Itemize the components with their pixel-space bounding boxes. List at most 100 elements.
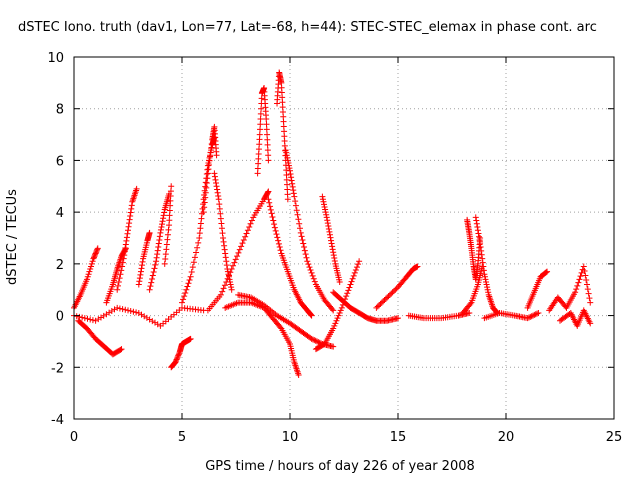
data-point (525, 314, 532, 321)
data-point (272, 227, 279, 234)
data-point (289, 183, 296, 190)
data-point (286, 165, 293, 172)
data-point (146, 229, 153, 236)
data-point (389, 289, 396, 296)
data-point (197, 220, 204, 227)
data-point (135, 281, 142, 288)
data-point (377, 300, 384, 307)
x-tick-label: 25 (606, 430, 623, 445)
data-point (265, 152, 272, 159)
data-point (115, 278, 122, 285)
data-point (87, 316, 94, 323)
data-point (212, 176, 219, 183)
series-arc-07 (161, 183, 175, 267)
data-point (154, 251, 161, 258)
data-point (528, 313, 535, 320)
data-point (118, 346, 125, 353)
data-point (93, 247, 100, 254)
data-point (194, 244, 201, 251)
data-point (271, 224, 278, 231)
data-point (474, 224, 481, 231)
data-point (122, 245, 129, 252)
data-point (153, 254, 160, 261)
data-point (322, 209, 329, 216)
data-point (311, 337, 318, 344)
data-point (148, 279, 155, 286)
data-point (84, 315, 91, 322)
data-point (319, 193, 326, 200)
data-point (160, 212, 167, 219)
data-point (329, 243, 336, 250)
data-point (76, 313, 83, 320)
data-point (334, 315, 341, 322)
data-point (483, 281, 490, 288)
data-point (83, 276, 90, 283)
data-point (284, 154, 291, 161)
data-point (307, 311, 314, 318)
data-point (216, 201, 223, 208)
series-arc-01 (71, 245, 101, 311)
data-point (207, 153, 214, 160)
data-point (311, 278, 318, 285)
data-point (476, 233, 482, 240)
data-point (204, 175, 211, 182)
data-point (271, 221, 278, 228)
data-point (205, 166, 212, 173)
data-point (315, 339, 322, 346)
data-point (326, 231, 333, 238)
data-point (215, 196, 222, 203)
data-point (467, 300, 474, 307)
series-arc-24 (464, 216, 484, 283)
data-point (473, 217, 480, 224)
x-tick-labels: 0 5 10 15 20 25 (70, 430, 622, 445)
data-point (164, 231, 171, 238)
data-point (155, 240, 162, 247)
data-point (344, 290, 351, 297)
data-point (201, 199, 208, 206)
data-point (200, 307, 207, 314)
chart-title: dSTEC Iono. truth (dav1, Lon=77, Lat=-68… (18, 20, 597, 35)
data-point (284, 157, 291, 164)
data-point (157, 226, 164, 233)
data-point (204, 166, 211, 173)
data-point (535, 309, 542, 316)
data-point (574, 282, 581, 289)
data-point (191, 254, 198, 261)
data-point (263, 121, 270, 128)
data-point (116, 305, 123, 312)
data-point (478, 251, 485, 258)
data-point (182, 289, 189, 296)
data-point (159, 218, 166, 225)
data-point (222, 250, 229, 257)
data-point (544, 268, 551, 275)
data-point (115, 282, 122, 289)
data-point (297, 229, 304, 236)
data-point (392, 286, 399, 293)
data-point (474, 227, 481, 234)
data-point (211, 173, 218, 180)
data-point (386, 291, 393, 298)
data-point (330, 325, 337, 332)
data-point (310, 275, 317, 282)
data-point (164, 236, 171, 243)
data-point (126, 216, 133, 223)
data-point (204, 170, 211, 177)
data-point (73, 313, 80, 320)
data-point (524, 315, 531, 322)
data-point (127, 213, 134, 220)
data-point (355, 261, 362, 268)
data-point (277, 247, 284, 254)
data-point (162, 256, 169, 263)
data-point (114, 286, 121, 293)
data-point (478, 247, 485, 254)
data-point (124, 230, 131, 237)
data-point (266, 199, 273, 206)
data-point (587, 299, 594, 306)
data-point (292, 202, 299, 209)
data-point (180, 296, 187, 303)
data-point (231, 259, 238, 266)
data-point (267, 203, 274, 210)
data-point (322, 206, 329, 213)
data-point (288, 177, 295, 184)
data-point (309, 336, 316, 343)
